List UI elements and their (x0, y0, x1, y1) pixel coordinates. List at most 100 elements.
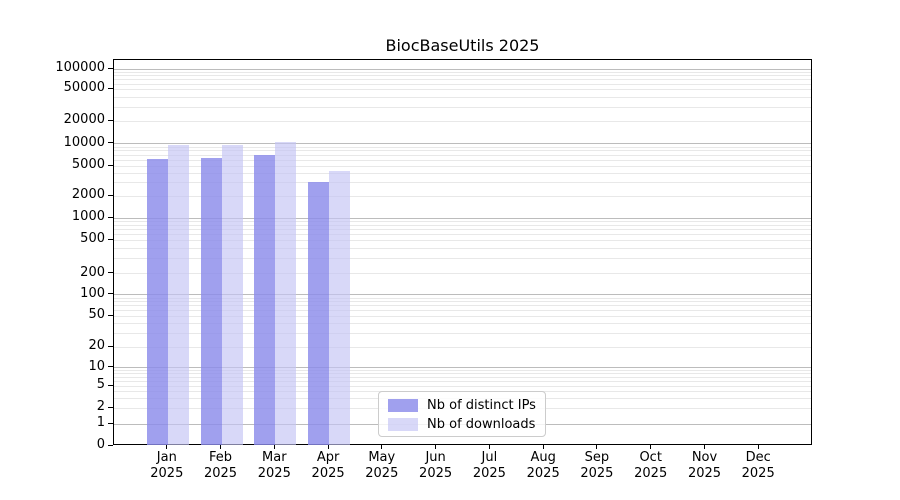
chart-title: BiocBaseUtils 2025 (385, 36, 540, 55)
x-tick-mark (327, 445, 329, 449)
gridline-minor (114, 373, 811, 375)
x-tick-mark (220, 445, 221, 449)
gridline-minor (114, 297, 811, 299)
y-tick-label: 50 (88, 307, 105, 323)
legend-label-downloads: Nb of downloads (427, 417, 536, 432)
y-tick-label: 100 (80, 285, 105, 301)
y-tick-mark (108, 67, 113, 69)
y-tick-label: 20 (88, 338, 105, 353)
x-tick-label: May 2025 (365, 450, 399, 481)
gridline-minor (114, 71, 811, 73)
gridline-minor (114, 182, 811, 184)
bar-downloads (167, 144, 189, 445)
y-tick-mark (108, 272, 113, 274)
y-tick-label: 500 (80, 231, 105, 247)
x-tick-label: Nov 2025 (687, 450, 722, 481)
y-tick-mark (108, 384, 113, 386)
y-tick-label: 2000 (71, 187, 105, 202)
y-tick-label: 5 (96, 377, 105, 393)
y-tick-label: 50000 (63, 80, 105, 96)
x-tick-label: Mar 2025 (257, 450, 291, 481)
x-tick-mark (650, 445, 652, 449)
legend: Nb of distinct IPs Nb of downloads (378, 391, 546, 437)
y-tick-mark (108, 216, 113, 218)
gridline-major (114, 143, 811, 145)
gridline-minor (114, 79, 811, 81)
y-tick-mark (108, 119, 113, 121)
y-tick-mark (108, 142, 113, 144)
x-tick-label: Dec 2025 (741, 450, 775, 481)
x-tick-label: Jun 2025 (419, 450, 453, 481)
gridline-major (114, 367, 811, 369)
x-tick-label: Feb 2025 (203, 450, 238, 481)
bar-distinct-ips (308, 181, 330, 445)
gridline-minor (114, 88, 811, 90)
x-tick-mark (166, 445, 168, 449)
bar-downloads (221, 144, 243, 445)
legend-item-distinct-ips: Nb of distinct IPs (388, 396, 545, 415)
gridline-minor (114, 247, 811, 249)
y-tick-mark (108, 366, 113, 368)
gridline-major (114, 217, 811, 219)
gridline-minor (114, 380, 811, 382)
gridline-major (114, 294, 811, 296)
x-tick-label: Jan 2025 (150, 450, 184, 481)
legend-item-downloads: Nb of downloads (388, 415, 545, 434)
y-tick-label: 200 (80, 264, 105, 280)
y-tick-mark (108, 238, 113, 240)
gridline-minor (114, 323, 811, 325)
x-tick-mark (596, 445, 598, 449)
gridline-minor (114, 385, 811, 387)
y-tick-mark (108, 444, 113, 446)
y-tick-mark (108, 422, 113, 424)
y-tick-mark (108, 87, 113, 89)
bar-distinct-ips (200, 158, 222, 445)
gridline-minor (114, 301, 811, 303)
legend-label-distinct-ips: Nb of distinct IPs (427, 398, 536, 413)
y-tick-mark (108, 314, 113, 316)
y-tick-label: 10000 (63, 134, 105, 150)
bar-downloads (275, 142, 297, 445)
gridline-minor (114, 273, 811, 275)
y-tick-label: 0 (96, 437, 105, 452)
plot-area (113, 59, 812, 445)
y-tick-label: 1000 (71, 209, 105, 225)
x-tick-label: Jul 2025 (472, 450, 506, 481)
x-tick-mark (273, 445, 275, 449)
y-tick-label: 2 (96, 399, 105, 415)
x-tick-label: Apr 2025 (311, 450, 345, 481)
gridline-minor (114, 146, 811, 148)
gridline-minor (114, 305, 811, 307)
bar-downloads (329, 170, 351, 445)
legend-swatch-downloads (388, 418, 418, 431)
gridline-minor (114, 346, 811, 348)
y-tick-mark (108, 194, 113, 196)
y-tick-label: 5000 (71, 157, 105, 172)
y-tick-label: 20000 (63, 112, 105, 128)
gridline-minor (114, 154, 811, 156)
gridline-minor (114, 172, 811, 174)
x-tick-label: Sep 2025 (580, 450, 614, 481)
gridline-minor (114, 315, 811, 317)
gridline-minor (114, 96, 811, 98)
gridline-minor (114, 75, 811, 77)
x-tick-mark (435, 445, 437, 449)
gridline-minor (114, 234, 811, 235)
x-tick-mark (704, 445, 705, 449)
y-tick-label: 100000 (55, 60, 105, 76)
gridline-minor (114, 370, 811, 371)
y-tick-label: 10 (88, 358, 105, 374)
gridline-minor (114, 83, 811, 85)
gridline-major (114, 68, 811, 70)
gridline-minor (114, 310, 811, 312)
gridline-minor (114, 165, 811, 167)
gridline-minor (114, 159, 811, 161)
x-tick-label: Aug 2025 (526, 450, 560, 481)
bar-distinct-ips (146, 159, 168, 445)
bar-distinct-ips (254, 155, 276, 445)
x-tick-mark (757, 445, 759, 449)
gridline-minor (114, 221, 811, 223)
gridline-minor (114, 195, 811, 197)
gridline-minor (114, 376, 811, 378)
